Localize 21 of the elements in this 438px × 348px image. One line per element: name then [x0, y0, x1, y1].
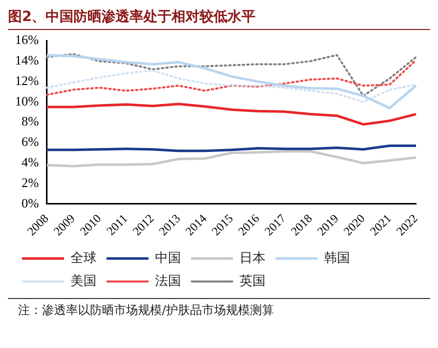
legend-label: 法国 [155, 274, 181, 289]
line-series [46, 59, 417, 96]
chart-title: 图2、中国防晒渗透率处于相对较低水平 [8, 8, 430, 30]
y-tick-label: 8% [21, 114, 39, 129]
legend-label: 韩国 [324, 250, 350, 266]
legend-label: 日本 [240, 250, 266, 266]
line-series [46, 53, 417, 97]
y-tick-label: 2% [21, 174, 39, 190]
y-tick-label: 4% [21, 154, 39, 170]
y-tick-label: 12% [14, 72, 39, 88]
y-tick-label: 14% [14, 52, 39, 68]
legend-label: 中国 [155, 250, 181, 266]
y-tick-label: 0% [21, 195, 39, 210]
line-series [46, 69, 417, 103]
legend-label: 英国 [240, 274, 266, 289]
text: 注：渗透率以防晒市场规模/护肤品市场规模测算 [18, 302, 276, 319]
legend-label: 美国 [70, 272, 96, 289]
legend-label: 全球 [70, 250, 96, 266]
y-tick-label: 6% [21, 134, 39, 150]
y-tick-label: 10% [14, 93, 39, 108]
y-tick-label: 16% [14, 32, 39, 48]
